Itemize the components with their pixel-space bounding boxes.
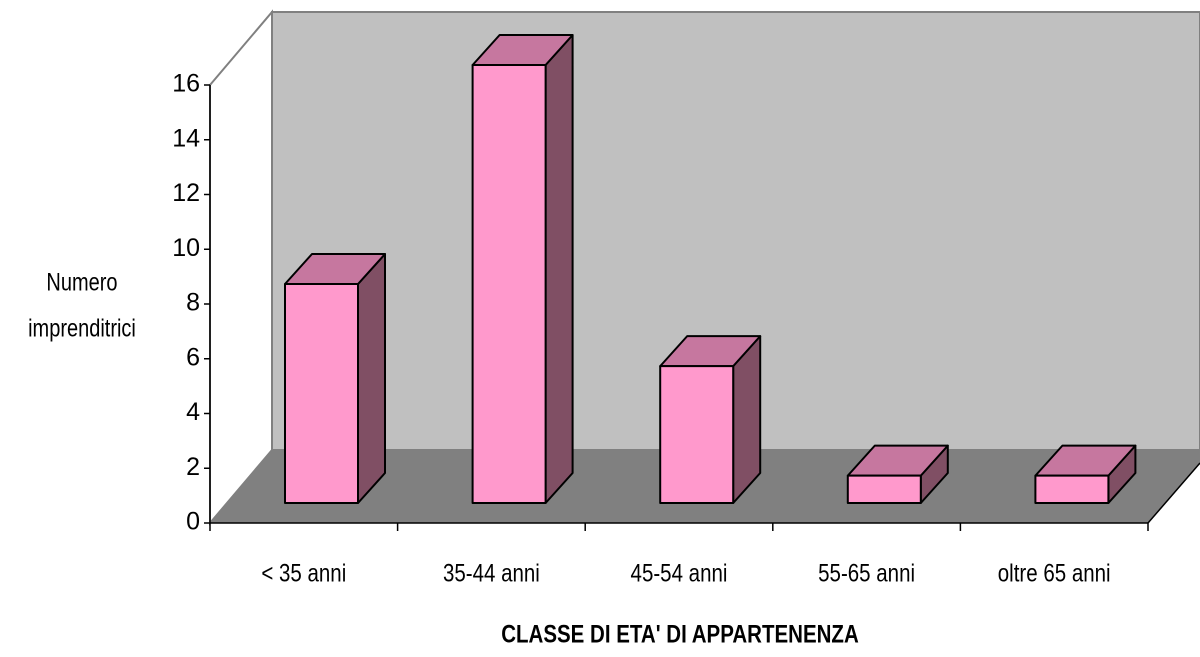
y-tick-label: 12 [172, 179, 200, 207]
x-tick-label: 35-44 anni [443, 559, 540, 587]
bar-side [357, 253, 386, 504]
y-axis-title: Numero [46, 269, 117, 297]
side-wall [209, 9, 273, 526]
bar-side [544, 34, 574, 504]
bar [284, 283, 359, 504]
y-tick-label: 6 [186, 343, 200, 371]
bar [659, 365, 735, 504]
y-tick-label: 2 [186, 453, 200, 481]
y-tick-label: 8 [186, 289, 200, 317]
bar [1034, 474, 1110, 504]
x-tick-label: 45-54 anni [631, 559, 728, 587]
bar [471, 64, 547, 504]
y-tick-label: 14 [172, 124, 200, 152]
bar [846, 474, 922, 504]
y-tick-label: 4 [186, 398, 200, 426]
x-axis-title: CLASSE DI ETA' DI APPARTENENZA [501, 620, 859, 648]
x-tick-label: oltre 65 anni [998, 559, 1111, 587]
y-tick-label: 16 [172, 70, 200, 98]
floor-edge [1147, 462, 1200, 524]
y-tick-label: 0 [186, 508, 200, 536]
x-tick-label: < 35 anni [261, 559, 346, 587]
x-tick-label: 55-65 anni [818, 559, 915, 587]
y-axis-title: imprenditrici [28, 315, 136, 343]
y-tick-label: 10 [172, 234, 200, 262]
